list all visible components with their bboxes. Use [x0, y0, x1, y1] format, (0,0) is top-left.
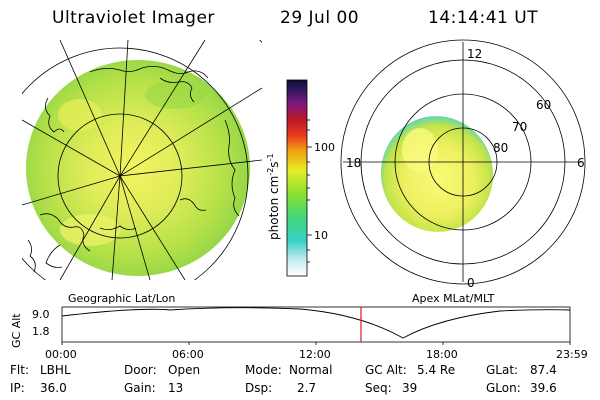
label-geographic: Geographic Lat/Lon: [68, 292, 175, 305]
glon-label: GLon:: [486, 381, 521, 395]
x-tick-1200: 12:00: [299, 348, 331, 361]
glat-value: 87.4: [530, 363, 557, 377]
x-tick-2359: 23:59: [556, 348, 588, 361]
dsp-value: 2.7: [297, 381, 317, 395]
gcalt-value: 5.4 Re: [417, 363, 456, 377]
glat-label: GLat:: [486, 363, 519, 377]
longitude-lines: [22, 40, 262, 280]
x-tick-0000: 00:00: [45, 348, 77, 361]
polar-mlt-6: 6: [577, 156, 585, 170]
colorbar-tick-10: 10: [314, 229, 328, 242]
latitude-circles: [22, 40, 262, 280]
flt-label: Flt:: [10, 363, 29, 377]
polar-lat-70: 70: [512, 120, 527, 134]
ip-value: 36.0: [40, 381, 67, 395]
polar-mlt-18: 18: [346, 156, 361, 170]
polar-plot: 80 70 60 12 0 18 6: [340, 39, 586, 290]
polar-mlt-12: 12: [467, 47, 482, 61]
alt-axis-label: GC Alt: [10, 313, 23, 348]
colorbar: [286, 79, 308, 277]
door-label: Door:: [124, 363, 157, 377]
ip-label: IP:: [10, 381, 25, 395]
x-tick-0600: 06:00: [172, 348, 204, 361]
gain-value: 13: [168, 381, 184, 395]
label-apex: Apex MLat/MLT: [412, 292, 495, 305]
dsp-label: Dsp:: [245, 381, 273, 395]
polar-mlt-0: 0: [467, 276, 475, 290]
x-tick-1800: 18:00: [426, 348, 458, 361]
gcalt-label: GC Alt:: [365, 363, 407, 377]
aurora-image-polar: [380, 116, 494, 232]
seq-label: Seq:: [365, 381, 392, 395]
mode-label: Mode:: [245, 363, 282, 377]
alt-y-top: 9.0: [32, 308, 50, 321]
flt-value: LBHL: [40, 363, 71, 377]
altitude-plot: GC Alt 9.0 1.8 00:00 06:00 12:00 18:00 2…: [10, 306, 588, 361]
time: 14:14:41 UT: [428, 8, 539, 28]
date: 29 Jul 00: [280, 8, 360, 28]
title: Ultraviolet Imager: [52, 8, 215, 28]
gain-label: Gain:: [124, 381, 156, 395]
polar-lat-60: 60: [536, 98, 551, 112]
alt-y-bottom: 1.8: [32, 325, 50, 338]
altitude-curve: [61, 307, 571, 339]
polar-lat-80: 80: [493, 141, 508, 155]
colorbar-unit-label: photon cm-2s-1: [266, 153, 281, 240]
door-value: Open: [168, 363, 201, 377]
glon-value: 39.6: [530, 381, 557, 395]
mode-value: Normal: [289, 363, 333, 377]
seq-value: 39: [402, 381, 418, 395]
colorbar-tick-100: 100: [314, 141, 335, 154]
